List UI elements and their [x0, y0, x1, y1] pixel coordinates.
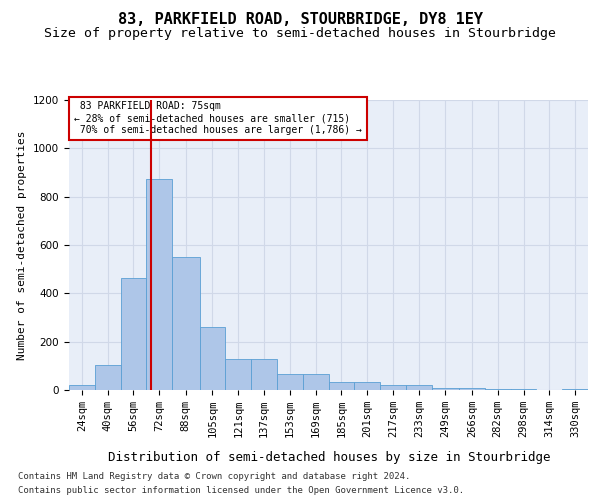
Bar	[380, 385, 406, 390]
Bar	[406, 385, 431, 390]
Bar	[226, 358, 251, 390]
Bar	[354, 382, 380, 390]
Bar	[562, 389, 588, 390]
Bar	[459, 388, 485, 390]
Bar	[121, 278, 146, 390]
Text: 83 PARKFIELD ROAD: 75sqm
← 28% of semi-detached houses are smaller (715)
 70% of: 83 PARKFIELD ROAD: 75sqm ← 28% of semi-d…	[74, 102, 362, 134]
Bar	[511, 389, 536, 390]
Text: Distribution of semi-detached houses by size in Stourbridge: Distribution of semi-detached houses by …	[107, 451, 550, 464]
Y-axis label: Number of semi-detached properties: Number of semi-detached properties	[17, 130, 28, 360]
Bar	[303, 374, 329, 390]
Text: Size of property relative to semi-detached houses in Stourbridge: Size of property relative to semi-detach…	[44, 28, 556, 40]
Bar	[251, 358, 277, 390]
Bar	[200, 327, 226, 390]
Bar	[485, 389, 511, 390]
Bar	[95, 364, 121, 390]
Bar	[172, 257, 200, 390]
Text: 83, PARKFIELD ROAD, STOURBRIDGE, DY8 1EY: 83, PARKFIELD ROAD, STOURBRIDGE, DY8 1EY	[118, 12, 482, 28]
Bar	[69, 385, 95, 390]
Bar	[431, 388, 459, 390]
Text: Contains public sector information licensed under the Open Government Licence v3: Contains public sector information licen…	[18, 486, 464, 495]
Bar	[329, 382, 354, 390]
Bar	[146, 178, 172, 390]
Bar	[277, 374, 303, 390]
Text: Contains HM Land Registry data © Crown copyright and database right 2024.: Contains HM Land Registry data © Crown c…	[18, 472, 410, 481]
